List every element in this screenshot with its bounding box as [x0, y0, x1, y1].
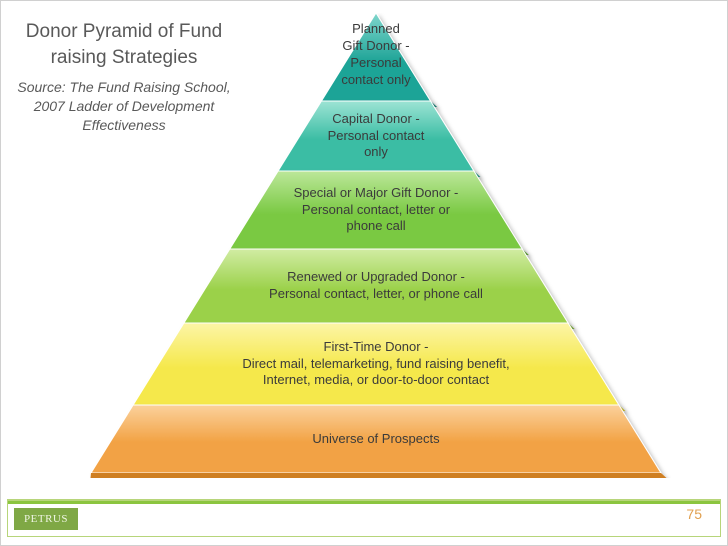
footer-accent	[8, 501, 720, 504]
slide: Donor Pyramid of Fund raising Strategies…	[0, 0, 728, 546]
footer-bar: PETRUS 75	[7, 499, 721, 537]
donor-pyramid: PlannedGift Donor -Personalcontact onlyC…	[81, 13, 671, 483]
pyramid-svg	[81, 13, 671, 478]
page-number: 75	[686, 506, 702, 522]
logo: PETRUS	[14, 508, 78, 530]
